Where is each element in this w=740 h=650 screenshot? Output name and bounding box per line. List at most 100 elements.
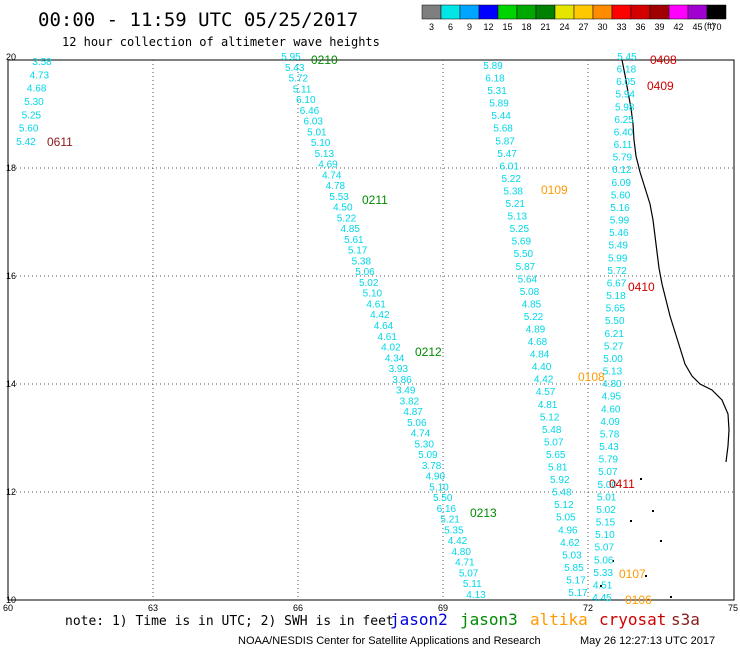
swh-value: 5.69: [512, 237, 532, 248]
legend-swatch-label: 21: [540, 22, 550, 32]
pass-label: 0409: [647, 79, 674, 93]
footer-credit: NOAA/NESDIS Center for Satellite Applica…: [238, 635, 541, 647]
legend-swatch: [478, 4, 499, 20]
island-dot: [645, 575, 647, 577]
swh-value: 6.09: [611, 178, 631, 189]
legend-swatch-label: 39: [654, 22, 664, 32]
swh-value: 4.60: [601, 404, 621, 415]
swh-value: 4.80: [451, 547, 471, 558]
swh-value: 5.99: [610, 216, 630, 227]
swh-value: 5.10: [363, 289, 383, 300]
swh-value: 6.40: [614, 127, 634, 138]
swh-value: 3.49: [396, 386, 416, 397]
legend-swatch: [649, 4, 670, 20]
swh-value: 5.89: [489, 99, 509, 110]
swh-value: 5.01: [597, 492, 617, 503]
swh-value: 5.06: [407, 418, 427, 429]
axis-ticks: 60 63 66 69 72 75 20 18 16 14 12 10: [3, 52, 738, 613]
swh-value: 5.98: [615, 102, 635, 113]
swh-value: 5.12: [554, 500, 574, 511]
legend-swatch: [554, 4, 575, 20]
swh-value: 5.30: [414, 439, 434, 450]
swh-value: 4.02: [381, 343, 401, 354]
swh-value: 5.87: [495, 136, 515, 147]
swh-value: 5.72: [607, 266, 627, 277]
swh-value: 4.84: [530, 350, 550, 361]
swh-value: 5.27: [604, 341, 624, 352]
x-tick-label: 60: [3, 603, 13, 613]
swh-value: 5.17: [348, 246, 368, 257]
legend-jason2: jason2: [390, 610, 448, 629]
swh-value: 5.00: [597, 480, 617, 491]
swh-value: 5.50: [514, 249, 534, 260]
island-dot: [660, 540, 662, 542]
swh-value: 5.22: [501, 174, 521, 185]
island-dot: [652, 510, 654, 512]
legend-swatch-label: 42: [673, 22, 683, 32]
swh-value: 5.12: [540, 412, 560, 423]
swh-value: 3.86: [392, 375, 412, 386]
swh-value: 4.40: [532, 362, 552, 373]
plot-frame: [7, 59, 735, 601]
swh-value: 6.25: [614, 115, 634, 126]
swh-value: 4.42: [534, 375, 554, 386]
legend-swatch-label: 3: [429, 22, 434, 32]
swh-value: 4.42: [448, 536, 468, 547]
legend-swatch-label: 33: [616, 22, 626, 32]
swh-value: 4.85: [522, 299, 542, 310]
map-subtitle: 12 hour collection of altimeter wave hei…: [62, 35, 380, 49]
swh-value: 5.00: [603, 354, 623, 365]
swh-value: 6.18: [617, 65, 637, 76]
legend-swatch: [516, 4, 537, 20]
island-dot: [612, 560, 614, 562]
swh-value: 5.07: [598, 467, 618, 478]
y-tick-label: 10: [6, 595, 16, 605]
legend-swatch: [630, 4, 651, 20]
pass-label: 0213: [470, 506, 497, 520]
swh-value: 5.68: [493, 124, 513, 135]
swh-value: 5.79: [599, 455, 619, 466]
legend-swatch-label: 70: [711, 22, 721, 32]
legend-swatch-label: 30: [597, 22, 607, 32]
swh-value: 5.60: [611, 190, 631, 201]
swh-value: 6.01: [499, 161, 519, 172]
swh-value: 5.22: [337, 213, 357, 224]
swh-value: 4.50: [333, 203, 353, 214]
swh-value: 4.69: [318, 160, 338, 171]
swh-value: 5.72: [289, 74, 309, 85]
swh-value: 4.96: [558, 525, 578, 536]
swh-value: 5.18: [606, 291, 626, 302]
swh-value: 5.30: [24, 97, 44, 108]
legend-swatch: [706, 4, 727, 20]
pass-label: 0211: [362, 193, 388, 207]
swh-value: 3.78: [422, 461, 442, 472]
x-tick-label: 75: [728, 603, 738, 613]
swh-value: 5.48: [552, 488, 572, 499]
swh-value: 6.18: [485, 74, 505, 85]
coastline: [600, 59, 730, 598]
legend-swatch: [573, 4, 594, 20]
swh-value: 4.13: [466, 590, 486, 601]
swh-value: 6.03: [303, 117, 323, 128]
y-tick-label: 16: [6, 271, 16, 281]
swh-value: 5.17: [566, 575, 586, 586]
swh-value: 5.64: [518, 274, 538, 285]
pass-label: 0611: [47, 135, 73, 149]
swh-value: 5.25: [22, 110, 42, 121]
swh-value: 5.47: [497, 149, 517, 160]
swh-value: 5.49: [609, 241, 629, 252]
satellite-tracks: 3.584.734.685.305.255.605.42 06115.955.43…: [16, 52, 677, 607]
legend-swatch-label: 15: [502, 22, 512, 32]
legend-swatch-label: 9: [467, 22, 472, 32]
swh-value: 5.06: [594, 555, 614, 566]
legend-swatch-label: 24: [559, 22, 569, 32]
swh-value: 4.42: [370, 310, 390, 321]
legend-swatch: [535, 4, 556, 20]
swh-value: 4.34: [385, 353, 405, 364]
coastline-path: [621, 59, 730, 463]
swh-value: 5.21: [440, 515, 460, 526]
legend-swatch: [440, 4, 461, 20]
swh-value: 4.81: [538, 400, 558, 411]
swh-value: 6.46: [300, 106, 320, 117]
swh-value: 6.67: [607, 278, 627, 289]
